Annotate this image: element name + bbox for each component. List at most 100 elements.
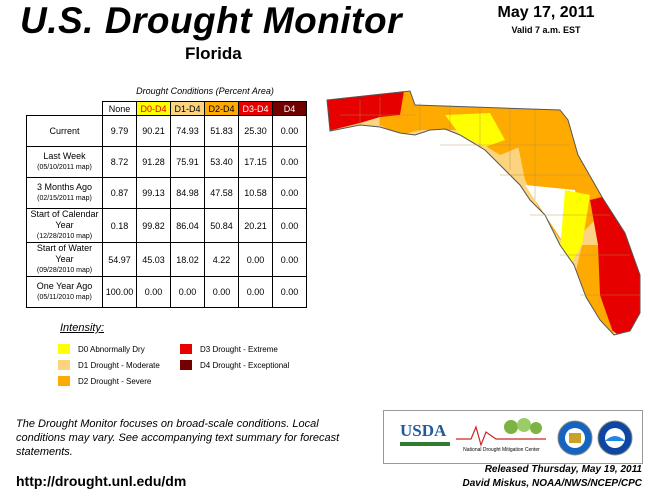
cell-value: 0.00 bbox=[204, 276, 239, 308]
author: David Miskus, NOAA/NWS/NCEP/CPC bbox=[462, 478, 642, 489]
cell-value: 0.00 bbox=[272, 115, 307, 147]
title: U.S. Drought Monitor bbox=[20, 0, 402, 41]
cell-value: 0.00 bbox=[272, 242, 307, 277]
table-caption: Drought Conditions (Percent Area) bbox=[136, 86, 274, 96]
table-row: Start of Water Year (09/28/2010 map) 54.97… bbox=[26, 242, 307, 277]
cell-value: 9.79 bbox=[102, 115, 137, 147]
ndmc-text: National Drought Mitigation Center bbox=[463, 447, 540, 453]
column-header: D0-D4 bbox=[136, 101, 171, 116]
table-row: 3 Months Ago (02/15/2011 map) 0.87 99.13 84.… bbox=[26, 177, 307, 209]
cell-value: 0.18 bbox=[102, 208, 137, 243]
legend-label: D2 Drought - Severe bbox=[78, 376, 152, 386]
table-row: Last Week (05/10/2011 map) 8.72 91.28 75.91 5… bbox=[26, 146, 307, 178]
header-row: None D0-D4 D1-D4 D2-D4 D3-D4 D4 bbox=[26, 101, 307, 116]
florida-map bbox=[326, 90, 641, 336]
region: Florida bbox=[185, 44, 242, 63]
row-label: Start of Water Year bbox=[36, 243, 93, 264]
cell-value: 0.00 bbox=[238, 242, 273, 277]
row-label: One Year Ago bbox=[36, 281, 93, 291]
row-map-date: (09/28/2010 map) bbox=[36, 267, 93, 274]
legend-title: Intensity: bbox=[60, 322, 105, 334]
cell-value: 17.15 bbox=[238, 146, 273, 178]
corner bbox=[26, 101, 103, 116]
row-label: Last Week bbox=[43, 151, 86, 161]
row-label: Start of Calendar Year bbox=[30, 209, 99, 230]
table-row: Current 9.79 90.21 74.93 51.83 25.30 0.00 bbox=[26, 115, 307, 147]
row-map-date: (12/28/2010 map) bbox=[36, 233, 93, 240]
cell-value: 51.83 bbox=[204, 115, 239, 147]
cell-value: 99.13 bbox=[136, 177, 171, 209]
cell-value: 0.00 bbox=[170, 276, 205, 308]
cell-value: 0.00 bbox=[272, 276, 307, 308]
column-header: D2-D4 bbox=[204, 101, 239, 116]
url[interactable]: http://drought.unl.edu/dm bbox=[16, 473, 187, 489]
legend-swatch bbox=[180, 360, 192, 370]
row-label-cell: Last Week (05/10/2011 map) bbox=[26, 146, 103, 178]
legend-label: D3 Drought - Extreme bbox=[200, 344, 278, 354]
usda-text: USDA bbox=[400, 421, 447, 440]
row-map-date: (02/15/2011 map) bbox=[37, 195, 92, 202]
cell-value: 0.00 bbox=[272, 146, 307, 178]
cell-value: 50.84 bbox=[204, 208, 239, 243]
column-header: None bbox=[102, 101, 137, 116]
row-label: Current bbox=[49, 125, 80, 136]
note: The Drought Monitor focuses on broad-sca… bbox=[16, 418, 340, 458]
conditions-table: None D0-D4 D1-D4 D2-D4 D3-D4 D4 Current 9.79 90.… bbox=[26, 101, 307, 308]
cell-value: 75.91 bbox=[170, 146, 205, 178]
released: Released Thursday, May 19, 2011 bbox=[484, 464, 642, 475]
legend-item: D0 Abnormally Dry bbox=[58, 344, 145, 354]
state-outline bbox=[326, 90, 641, 336]
cell-value: 4.22 bbox=[204, 242, 239, 277]
cell-value: 86.04 bbox=[170, 208, 205, 243]
row-label-cell: Start of Water Year (09/28/2010 map) bbox=[26, 242, 103, 277]
column-header: D1-D4 bbox=[170, 101, 205, 116]
cell-value: 0.00 bbox=[238, 276, 273, 308]
row-map-date: (05/10/2011 map) bbox=[37, 164, 92, 171]
cell-value: 99.82 bbox=[136, 208, 171, 243]
legend-swatch bbox=[58, 376, 70, 386]
valid-time: Valid 7 a.m. EST bbox=[511, 25, 581, 35]
column-header: D3-D4 bbox=[238, 101, 273, 116]
cell-value: 25.30 bbox=[238, 115, 273, 147]
cell-value: 10.58 bbox=[238, 177, 273, 209]
legend-label: D4 Drought - Exceptional bbox=[200, 360, 290, 370]
row-label: 3 Months Ago bbox=[36, 182, 93, 192]
legend-item: D4 Drought - Exceptional bbox=[180, 360, 289, 370]
legend-label: D1 Drought - Moderate bbox=[78, 360, 160, 370]
table-row: One Year Ago (05/11/2010 map) 100.00 0.00 0.… bbox=[26, 276, 307, 308]
agency-seals bbox=[557, 420, 633, 456]
cell-value: 45.03 bbox=[136, 242, 171, 277]
cell-value: 90.21 bbox=[136, 115, 171, 147]
cell-value: 20.21 bbox=[238, 208, 273, 243]
date: May 17, 2011 bbox=[497, 4, 595, 21]
row-label-cell: Current bbox=[26, 115, 103, 147]
cell-value: 74.93 bbox=[170, 115, 205, 147]
cell-value: 0.00 bbox=[272, 177, 307, 209]
column-header: D4 bbox=[272, 101, 307, 116]
cell-value: 47.58 bbox=[204, 177, 239, 209]
row-label-cell: 3 Months Ago (02/15/2011 map) bbox=[26, 177, 103, 209]
cell-value: 53.40 bbox=[204, 146, 239, 178]
legend-item: D1 Drought - Moderate bbox=[58, 360, 160, 370]
row-label-cell: Start of Calendar Year (12/28/2010 map) bbox=[26, 208, 103, 243]
county-lines bbox=[340, 97, 640, 296]
legend-swatch bbox=[58, 360, 70, 370]
legend-item: D3 Drought - Extreme bbox=[180, 344, 278, 354]
cell-value: 18.02 bbox=[170, 242, 205, 277]
cell-value: 91.28 bbox=[136, 146, 171, 178]
cell-value: 54.97 bbox=[102, 242, 137, 277]
cell-value: 0.00 bbox=[272, 208, 307, 243]
table-row: Start of Calendar Year (12/28/2010 map) 0.… bbox=[26, 208, 307, 243]
legend-label: D0 Abnormally Dry bbox=[78, 344, 145, 354]
row-label-cell: One Year Ago (05/11/2010 map) bbox=[26, 276, 103, 308]
ndmc-graphic bbox=[456, 418, 546, 447]
row-map-date: (05/11/2010 map) bbox=[37, 294, 92, 301]
usda-logo: USDA bbox=[400, 421, 450, 447]
logos: USDA National Drought Mitigation Center bbox=[383, 410, 643, 464]
drought-areas bbox=[327, 91, 640, 335]
cell-value: 8.72 bbox=[102, 146, 137, 178]
cell-value: 84.98 bbox=[170, 177, 205, 209]
cell-value: 0.87 bbox=[102, 177, 137, 209]
legend-swatch bbox=[180, 344, 192, 354]
